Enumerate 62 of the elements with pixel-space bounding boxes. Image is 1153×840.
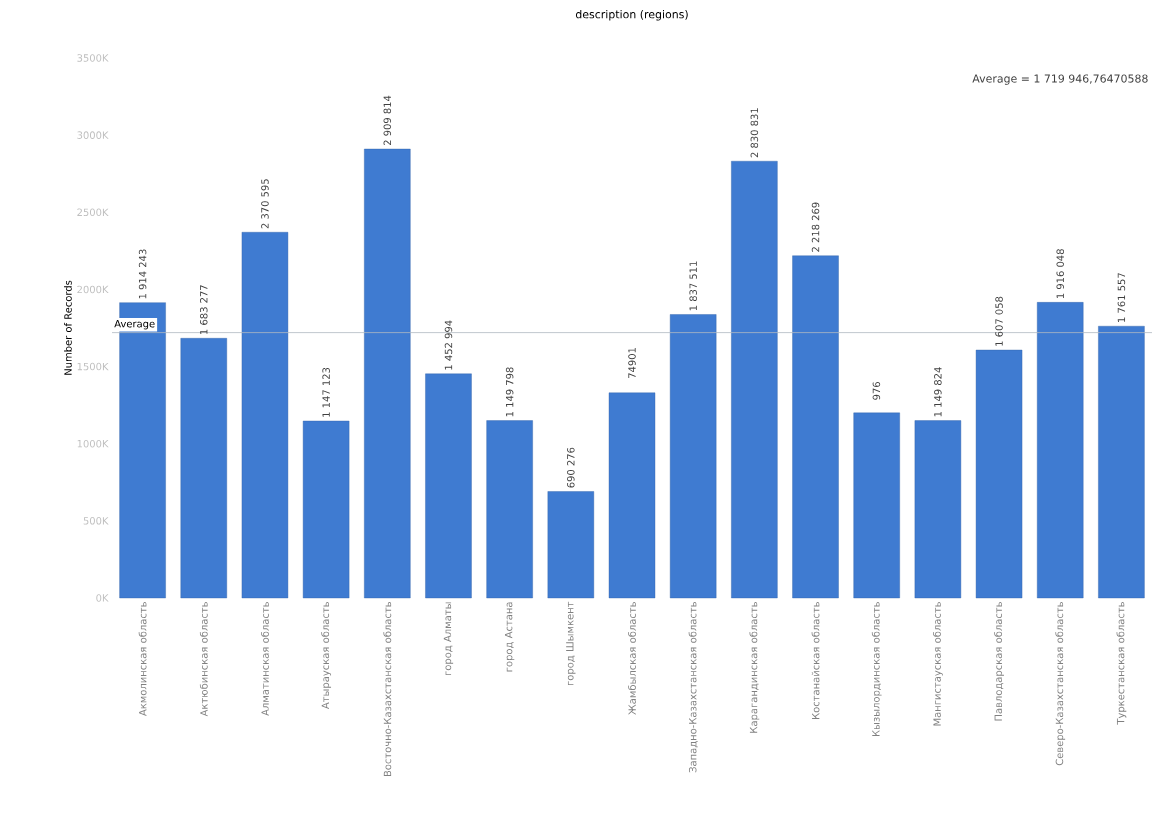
y-tick-label: 2000K [77,285,109,294]
bar [425,373,472,599]
bar [1098,326,1145,599]
ref-line-label: Average [114,320,155,330]
x-tick-label: Жамбылская область [628,602,636,715]
bar [975,349,1023,599]
data-label: 1 761 557 [1117,273,1126,322]
x-tick-label: город Шымкент [566,601,576,686]
x-tick-label: Западно-Казахстанская область [688,602,698,773]
y-axis-title: Number of Records [64,280,72,375]
y-tick-label: 0K [96,594,109,602]
x-tick-label: Мангистауская область [932,602,943,726]
x-tick-label: Атырауская область [321,602,332,710]
bar [608,392,656,599]
bar [914,420,962,599]
data-label: 1 452 994 [444,320,453,370]
annotation: Average = 1 719 946,76470588 [972,74,1148,85]
data-label: 2 218 269 [811,202,820,252]
x-tick-label: Алматинская область [261,602,269,716]
bar [853,412,900,599]
bar [669,314,717,599]
x-tick-label: Туркестанская область [1116,602,1127,725]
x-tick-label: Кызылординская область [871,602,882,737]
y-tick-label: 500K [83,517,109,525]
x-tick-label: Карагандинская область [749,602,760,733]
data-label: 2 830 831 [750,108,759,158]
x-tick-label: Восточно-Казахстанская область [383,602,392,777]
chart-title: description (regions) [575,9,688,21]
y-tick-label: 1500K [77,362,109,371]
bar [731,161,778,599]
bar [547,491,595,599]
y-tick-label: 2500K [77,208,109,217]
data-label: 1 683 277 [199,285,208,334]
annotation: 976 [872,382,881,400]
y-tick-label: 3500K [77,54,109,62]
data-label: 1 607 058 [995,296,1003,346]
data-label: 2 909 814 [383,95,392,146]
data-label: 1 149 824 [934,367,942,417]
annotation: 74901 [628,348,636,378]
data-label: 1 916 048 [1056,249,1064,299]
bar [302,420,350,599]
data-label: 1 147 123 [322,367,330,417]
x-tick-label: город Алматы [443,602,454,676]
data-label: 690 276 [567,447,575,488]
y-tick-label: 3000K [77,131,109,139]
bar [180,338,227,599]
data-label: 1 837 511 [689,261,697,311]
x-tick-label: Актюбинская область [199,602,208,717]
x-tick-label: Костанайская область [811,602,820,719]
bar [792,255,839,599]
x-tick-label: Северо-Казахстанская область [1055,602,1066,766]
y-tick-label: 1000K [77,439,109,448]
data-label: 1 149 798 [505,367,514,417]
x-tick-label: Акмолинская область [138,602,147,717]
x-tick-label: город Астана [504,602,515,672]
data-label: 2 370 595 [261,179,269,229]
data-label: 1 914 243 [138,249,147,299]
bar [1037,302,1084,599]
bar [364,148,411,599]
bar [241,232,289,599]
x-tick-label: Павлодарская область [994,602,1004,721]
bar [486,420,533,599]
